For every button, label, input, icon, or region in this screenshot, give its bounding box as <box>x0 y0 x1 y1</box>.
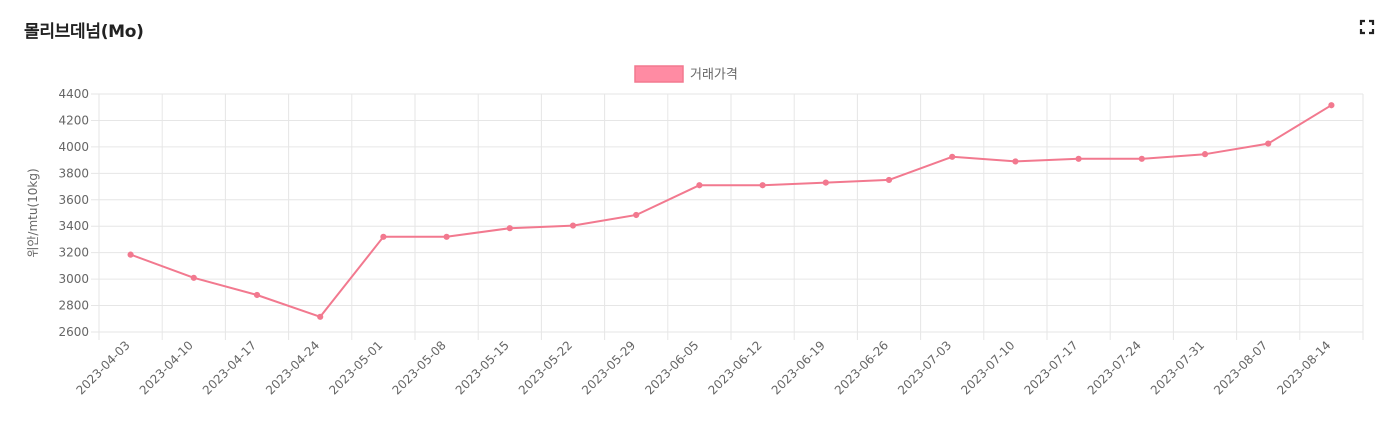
x-tick-label: 2023-07-03 <box>895 338 954 397</box>
x-tick-label: 2023-04-17 <box>200 338 259 397</box>
data-point <box>949 153 956 160</box>
series-line <box>130 104 1332 318</box>
x-tick-label: 2023-05-01 <box>326 338 385 397</box>
x-tick-label: 2023-08-07 <box>1211 338 1270 397</box>
x-tick-label: 2023-04-10 <box>137 338 196 397</box>
y-axis-title: 위안/mtu(10kg) <box>26 168 40 257</box>
y-tick-label: 3400 <box>58 219 89 233</box>
chart-card-title: 몰리브데넘(Mo) <box>24 22 144 42</box>
data-point <box>885 176 893 184</box>
data-point <box>1328 102 1335 109</box>
data-point <box>190 274 197 281</box>
x-tick-label: 2023-05-22 <box>516 338 575 397</box>
y-tick-label: 4200 <box>58 113 89 127</box>
data-point <box>1012 158 1019 165</box>
data-point <box>1265 140 1272 147</box>
data-point <box>822 179 829 186</box>
data-point <box>506 225 513 232</box>
data-point <box>253 291 261 299</box>
x-tick-label: 2023-06-12 <box>706 338 765 397</box>
legend-swatch <box>634 65 684 83</box>
fullscreen-expand-icon[interactable] <box>1358 18 1376 36</box>
data-point <box>380 233 387 240</box>
y-tick-label: 4000 <box>58 140 89 154</box>
x-tick-label: 2023-04-03 <box>74 338 133 397</box>
x-tick-label: 2023-04-24 <box>263 338 322 397</box>
data-point <box>127 251 134 258</box>
legend-label: 거래가격 <box>690 68 738 83</box>
x-tick-label: 2023-06-19 <box>769 338 828 397</box>
y-tick-label: 4400 <box>58 87 89 101</box>
x-tick-label: 2023-07-24 <box>1085 338 1144 397</box>
data-point <box>1138 155 1145 162</box>
x-tick-label: 2023-07-10 <box>958 338 1017 397</box>
x-tick-label: 2023-05-15 <box>453 338 512 397</box>
data-point <box>633 211 640 219</box>
y-tick-label: 2600 <box>58 325 89 339</box>
data-point <box>317 313 324 320</box>
x-tick-label: 2023-05-29 <box>579 338 638 397</box>
y-tick-label: 3600 <box>58 193 89 207</box>
x-tick-label: 2023-06-26 <box>832 338 891 397</box>
data-point <box>443 233 450 240</box>
y-tick-label: 2800 <box>58 299 89 313</box>
y-tick-label: 3000 <box>58 272 89 286</box>
x-tick-label: 2023-05-08 <box>390 338 449 397</box>
data-point <box>569 222 577 229</box>
y-tick-label: 3800 <box>58 166 89 180</box>
x-tick-label: 2023-06-05 <box>642 338 701 397</box>
data-point <box>759 182 766 189</box>
x-tick-label: 2023-07-31 <box>1148 338 1207 397</box>
data-point <box>1201 151 1209 158</box>
x-tick-label: 2023-07-17 <box>1022 338 1081 397</box>
data-point <box>696 182 703 189</box>
y-tick-label: 3200 <box>58 246 89 260</box>
data-point <box>1075 155 1082 162</box>
x-tick-label: 2023-08-14 <box>1274 338 1333 397</box>
